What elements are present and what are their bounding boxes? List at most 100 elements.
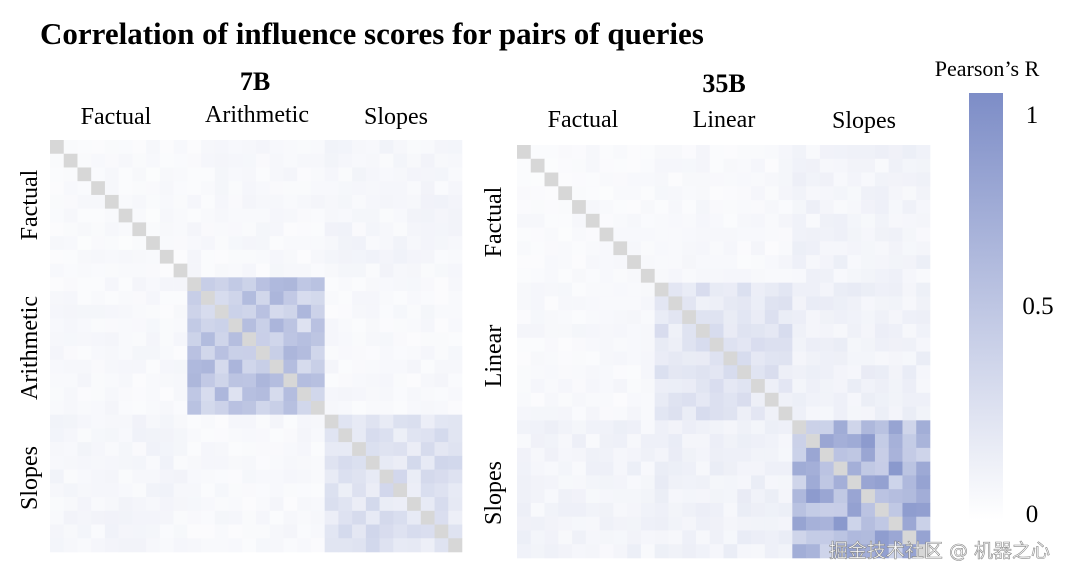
heatmap-cell [723, 434, 738, 449]
heatmap-cell [737, 475, 752, 490]
heatmap-cell [585, 158, 600, 173]
heatmap-cell [654, 406, 669, 421]
heatmap-cell [393, 469, 408, 484]
heatmap-cell [269, 263, 284, 278]
heatmap-cell [159, 400, 174, 415]
heatmap-cell [709, 255, 724, 270]
heatmap-cell [640, 406, 655, 421]
heatmap-cell [269, 181, 284, 196]
heatmap-cell [792, 200, 807, 215]
heatmap-cell [91, 249, 106, 264]
heatmap-cell [297, 208, 312, 223]
heatmap-cell [91, 304, 106, 319]
heatmap-cell [530, 406, 545, 421]
heatmap-cell [118, 524, 133, 539]
heatmap-cell [654, 323, 669, 339]
heatmap-cell [214, 483, 229, 498]
heatmap-cell [407, 359, 422, 374]
heatmap-cell [187, 469, 202, 484]
heatmap-cell [668, 420, 683, 435]
heatmap-cell [861, 392, 876, 407]
heatmap-cell [420, 497, 435, 512]
heatmap-cell [393, 277, 408, 292]
heatmap-cell [228, 249, 243, 264]
heatmap-cell [324, 387, 339, 402]
heatmap-cell [63, 428, 78, 443]
heatmap-cell [201, 373, 216, 388]
heatmap-cell [365, 291, 380, 306]
heatmap-cell [833, 213, 848, 228]
heatmap-cell [420, 208, 435, 223]
heatmap-cell [338, 181, 353, 196]
heatmap-cell [613, 351, 628, 366]
heatmap-cell [393, 194, 408, 209]
heatmap-cell [902, 145, 917, 160]
heatmap-cell [420, 249, 435, 264]
heatmap-cell [627, 268, 642, 283]
heatmap-cell [792, 489, 807, 504]
heatmap-cell [132, 428, 147, 443]
heatmap-cell [50, 428, 65, 443]
col-label-35b-factual: Factual [548, 107, 619, 133]
heatmap-cell [682, 447, 697, 462]
heatmap-cell [517, 420, 532, 435]
heatmap-cell [888, 447, 903, 462]
heatmap-cell [737, 255, 752, 270]
colorbar-gradient [969, 93, 1003, 520]
heatmap-cell [118, 400, 133, 415]
row-label-7b-slopes: Slopes [17, 446, 43, 510]
heatmap-cell [201, 249, 216, 264]
heatmap-cell [379, 277, 394, 292]
heatmap-cell [530, 337, 545, 352]
heatmap-cell [902, 255, 917, 270]
heatmap-cell [63, 291, 78, 306]
heatmap-cell [297, 538, 312, 553]
heatmap-cell [283, 140, 298, 155]
heatmap-cell [764, 447, 779, 462]
heatmap-cell [104, 304, 119, 319]
heatmap-cell [778, 365, 793, 380]
heatmap-cell [640, 158, 655, 173]
heatmap-cell [352, 167, 367, 182]
heatmap-cell [874, 323, 889, 339]
heatmap-cell [214, 277, 229, 292]
heatmap-cell [379, 291, 394, 306]
heatmap-cell [146, 373, 161, 388]
heatmap-cell [530, 268, 545, 283]
heatmap-cell [228, 167, 243, 182]
heatmap-cell [764, 544, 779, 559]
heatmap-cell [365, 332, 380, 347]
heatmap-cell [806, 337, 821, 352]
heatmap-cell [916, 351, 931, 366]
heatmap-cell [764, 241, 779, 256]
heatmap-cell [517, 447, 532, 462]
heatmap-cell [654, 310, 669, 325]
heatmap-cell [214, 249, 229, 264]
heatmap-cell [63, 222, 78, 237]
heatmap-cell [874, 337, 889, 352]
heatmap-cell [297, 167, 312, 182]
heatmap-cell [91, 346, 106, 361]
heatmap-cell [448, 346, 463, 361]
heatmap-cell [228, 194, 243, 209]
heatmap-cell [448, 428, 463, 443]
heatmap-cell [613, 255, 628, 270]
heatmap-cell [640, 365, 655, 380]
heatmap-cell [751, 489, 766, 504]
heatmap-cell [819, 379, 834, 394]
heatmap-cell [256, 524, 271, 539]
heatmap-cell [558, 475, 573, 490]
heatmap-cell [91, 387, 106, 402]
heatmap-cell [599, 379, 614, 394]
heatmap-cell [297, 332, 312, 347]
heatmap-cell [888, 406, 903, 421]
heatmap-cell [269, 208, 284, 223]
heatmap-cell [365, 400, 380, 415]
heatmap-cell [764, 227, 779, 242]
heatmap-cell [627, 186, 642, 201]
heatmap-cell [640, 296, 655, 311]
heatmap-cell [654, 447, 669, 462]
heatmap-cell [709, 323, 724, 339]
heatmap-cell [256, 153, 271, 168]
heatmap-cell [132, 140, 147, 155]
